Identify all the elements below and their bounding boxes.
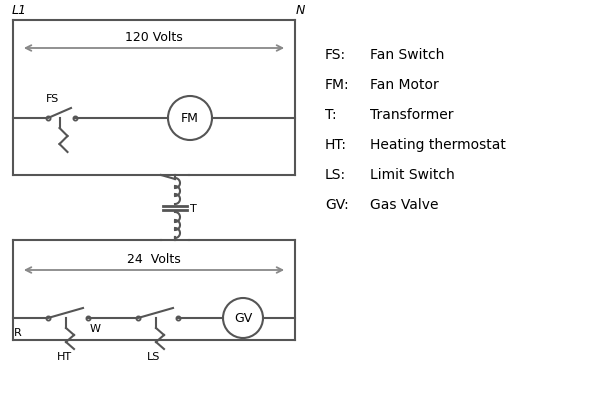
Text: FS: FS: [46, 94, 59, 104]
Text: N: N: [296, 4, 306, 17]
Text: Limit Switch: Limit Switch: [370, 168, 455, 182]
Text: HT:: HT:: [325, 138, 347, 152]
Text: W: W: [90, 324, 101, 334]
Text: T: T: [190, 204, 196, 214]
Text: 24  Volts: 24 Volts: [127, 253, 181, 266]
Text: 120 Volts: 120 Volts: [125, 31, 183, 44]
Text: FM: FM: [181, 112, 199, 124]
Text: HT: HT: [57, 352, 71, 362]
Text: Heating thermostat: Heating thermostat: [370, 138, 506, 152]
Text: R: R: [14, 328, 22, 338]
Text: FM:: FM:: [325, 78, 350, 92]
Text: GV:: GV:: [325, 198, 349, 212]
Text: Gas Valve: Gas Valve: [370, 198, 438, 212]
Text: Transformer: Transformer: [370, 108, 454, 122]
Text: Fan Motor: Fan Motor: [370, 78, 439, 92]
Text: GV: GV: [234, 312, 252, 324]
Text: FS:: FS:: [325, 48, 346, 62]
Text: Fan Switch: Fan Switch: [370, 48, 444, 62]
Text: LS: LS: [148, 352, 160, 362]
Text: T:: T:: [325, 108, 337, 122]
Text: LS:: LS:: [325, 168, 346, 182]
Text: L1: L1: [12, 4, 27, 17]
